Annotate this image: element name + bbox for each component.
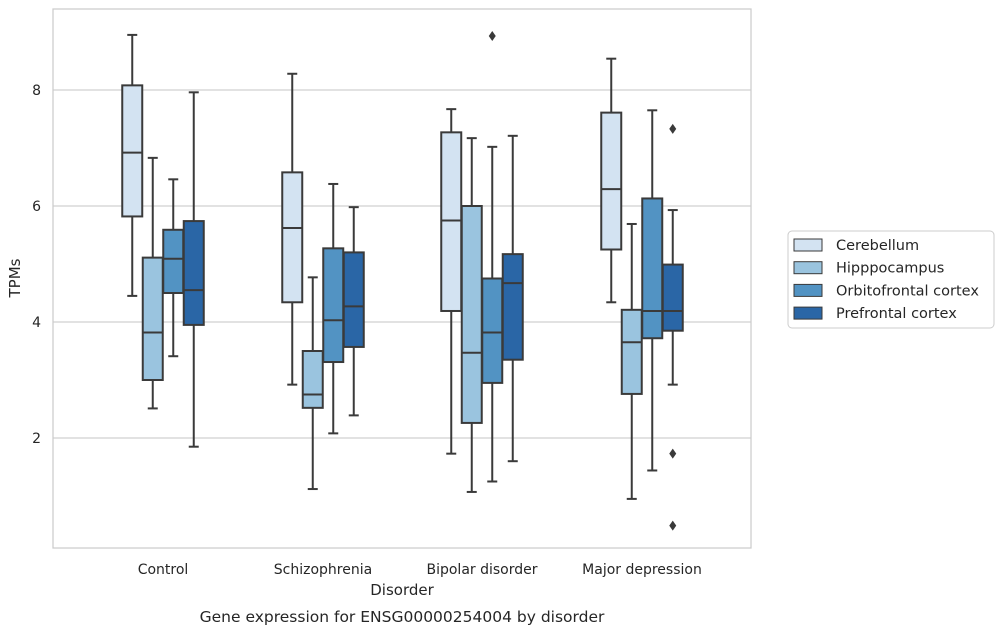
box-body [440,131,463,312]
x-axis-label: Disorder [370,581,434,599]
box-plot-series [121,31,684,531]
legend-swatch [793,306,823,320]
box-1-1 [301,276,324,491]
outlier-point [488,31,496,42]
box-body [460,205,483,424]
box-2-1 [322,182,345,435]
box-body [141,256,164,381]
x-tick-label: Bipolar disorder [426,562,537,578]
legend-label: Hipppocampus [836,261,944,277]
chart-title: Gene expression for ENSG00000254004 by d… [200,608,605,626]
legend-label: Prefrontal cortex [836,306,957,322]
box-body [641,197,664,340]
x-tick-label: Schizophrenia [274,562,372,578]
box-body [501,253,524,361]
box-body [600,111,623,251]
y-tick-label: 6 [32,199,41,215]
x-tick-label: Control [138,562,189,578]
box-body [322,247,345,364]
outlier-point [669,520,677,531]
y-axis-label: TPMs [6,258,24,298]
legend-swatch [793,261,823,275]
y-axis-ticks: 2 4 6 8 [32,83,41,447]
box-0-0 [121,33,144,297]
box-1-0 [141,156,164,410]
box-body [620,308,643,395]
plot-area-frame [52,8,752,549]
box-2-2 [481,31,504,483]
legend-swatch [793,283,823,297]
legend-label: Cerebellum [836,238,919,254]
box-body [182,220,205,326]
legend-swatch [793,238,823,252]
box-1-3 [620,222,643,500]
legend-frame [787,230,995,329]
box-3-2 [501,134,524,463]
box-body [481,277,504,384]
box-body [162,228,185,294]
x-axis-ticks: Control Schizophrenia Bipolar disorder Majo… [138,562,702,578]
box-0-3 [600,57,623,304]
legend-label: Orbitofrontal cortex [836,283,979,299]
y-tick-label: 2 [32,431,41,447]
box-2-3 [641,109,664,472]
box-body [301,350,324,409]
box-1-2 [460,137,483,493]
box-0-1 [281,72,304,386]
box-3-1 [342,206,365,417]
outlier-point [669,448,677,459]
y-tick-label: 4 [32,315,41,331]
legend: Cerebellum Hipppocampus Orbitofrontal cort… [787,230,995,329]
box-body [121,84,144,218]
box-body [661,263,684,332]
box-body [342,251,365,348]
x-tick-label: Major depression [582,562,702,578]
box-3-3 [661,123,684,531]
box-3-0 [182,91,205,448]
box-0-2 [440,108,463,455]
y-tick-label: 8 [32,83,41,99]
box-body [281,171,304,304]
outlier-point [669,123,677,134]
box-2-0 [162,178,185,358]
